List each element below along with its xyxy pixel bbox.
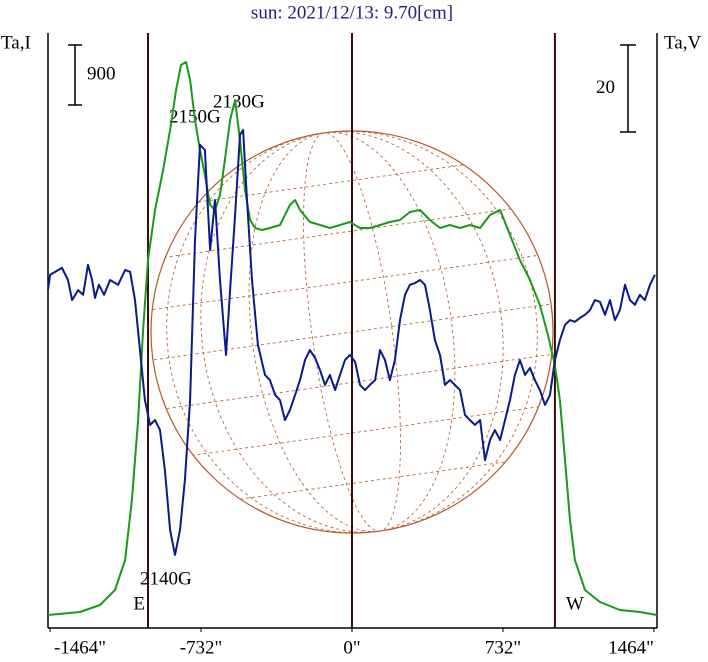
x-tick-label: 732": [485, 637, 521, 658]
annotation: 2140G: [140, 568, 192, 589]
x-tick-label: -1464": [54, 637, 106, 658]
y-scale-label: 900: [87, 63, 116, 84]
x-tick-label: 1464": [608, 637, 654, 658]
y-axis-label: Ta,I: [1, 32, 31, 53]
annotation: 2130G: [213, 91, 265, 112]
series-line: [47, 129, 656, 556]
series-line: [47, 61, 658, 616]
y2-axis-label: Ta,V: [664, 32, 701, 53]
x-tick-label: -732": [180, 637, 223, 658]
marker-label: W: [566, 593, 584, 614]
marker-label: E: [133, 593, 145, 614]
x-tick-label: 0": [343, 637, 360, 658]
y2-scale-label: 20: [596, 77, 615, 98]
chart-title: sun: 2021/12/13: 9.70[cm]: [251, 2, 453, 23]
